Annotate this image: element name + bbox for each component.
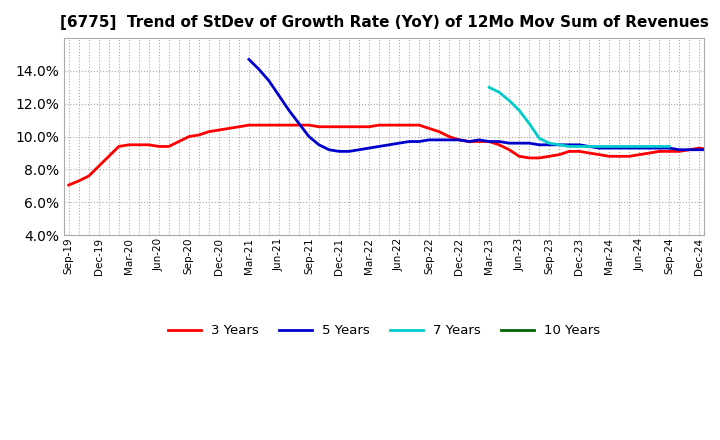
7 Years (565, 144, 574, 149)
7 Years (585, 144, 593, 149)
7 Years (655, 144, 664, 149)
7 Years (605, 144, 613, 149)
7 Years (485, 85, 493, 90)
7 Years (645, 144, 654, 149)
3 Years (435, 129, 444, 134)
3 Years (505, 147, 513, 152)
7 Years (525, 121, 534, 126)
7 Years (515, 108, 523, 113)
5 Years (415, 139, 423, 144)
7 Years (555, 142, 564, 147)
3 Years (265, 122, 274, 128)
Line: 3 Years: 3 Years (68, 125, 720, 234)
7 Years (625, 144, 634, 149)
Legend: 3 Years, 5 Years, 7 Years, 10 Years: 3 Years, 5 Years, 7 Years, 10 Years (162, 319, 606, 343)
7 Years (495, 90, 503, 95)
7 Years (665, 144, 674, 149)
5 Years (365, 146, 374, 151)
5 Years (245, 57, 253, 62)
7 Years (535, 136, 544, 141)
5 Years (335, 149, 343, 154)
5 Years (405, 139, 413, 144)
Line: 5 Years: 5 Years (249, 59, 720, 151)
5 Years (615, 146, 624, 151)
7 Years (575, 144, 583, 149)
Line: 7 Years: 7 Years (489, 88, 670, 147)
7 Years (505, 98, 513, 103)
7 Years (545, 140, 554, 146)
3 Years (204, 129, 213, 134)
3 Years (325, 124, 333, 129)
7 Years (615, 144, 624, 149)
Title: [6775]  Trend of StDev of Growth Rate (YoY) of 12Mo Mov Sum of Revenues: [6775] Trend of StDev of Growth Rate (Yo… (60, 15, 708, 30)
7 Years (595, 144, 603, 149)
7 Years (635, 144, 644, 149)
5 Years (585, 144, 593, 149)
3 Years (64, 183, 73, 188)
3 Years (245, 122, 253, 128)
